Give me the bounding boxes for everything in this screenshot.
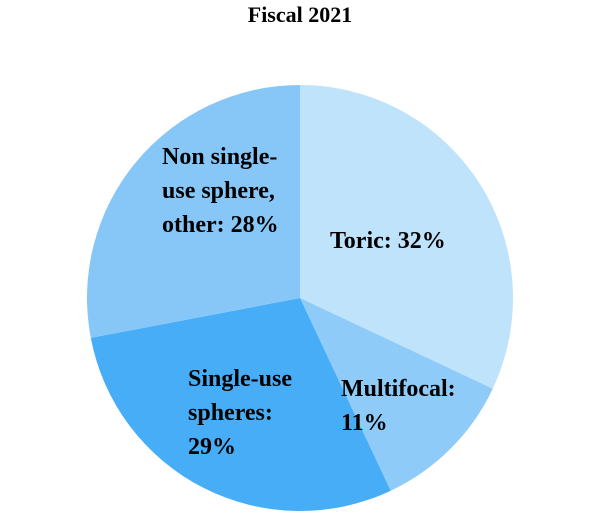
slice-label: Multifocal: 11%: [341, 376, 456, 436]
pie-slice: [300, 298, 493, 491]
pie-slice: [90, 298, 391, 511]
slice-label: Non single-use sphere, other: 28%: [162, 144, 279, 238]
slice-label: Single-use spheres: 29%: [188, 366, 293, 460]
pie-slice: [86, 85, 300, 338]
slice-label: Toric: 32%: [330, 228, 446, 254]
pie-slice: [300, 85, 513, 389]
chart-title: Fiscal 2021: [247, 2, 353, 27]
